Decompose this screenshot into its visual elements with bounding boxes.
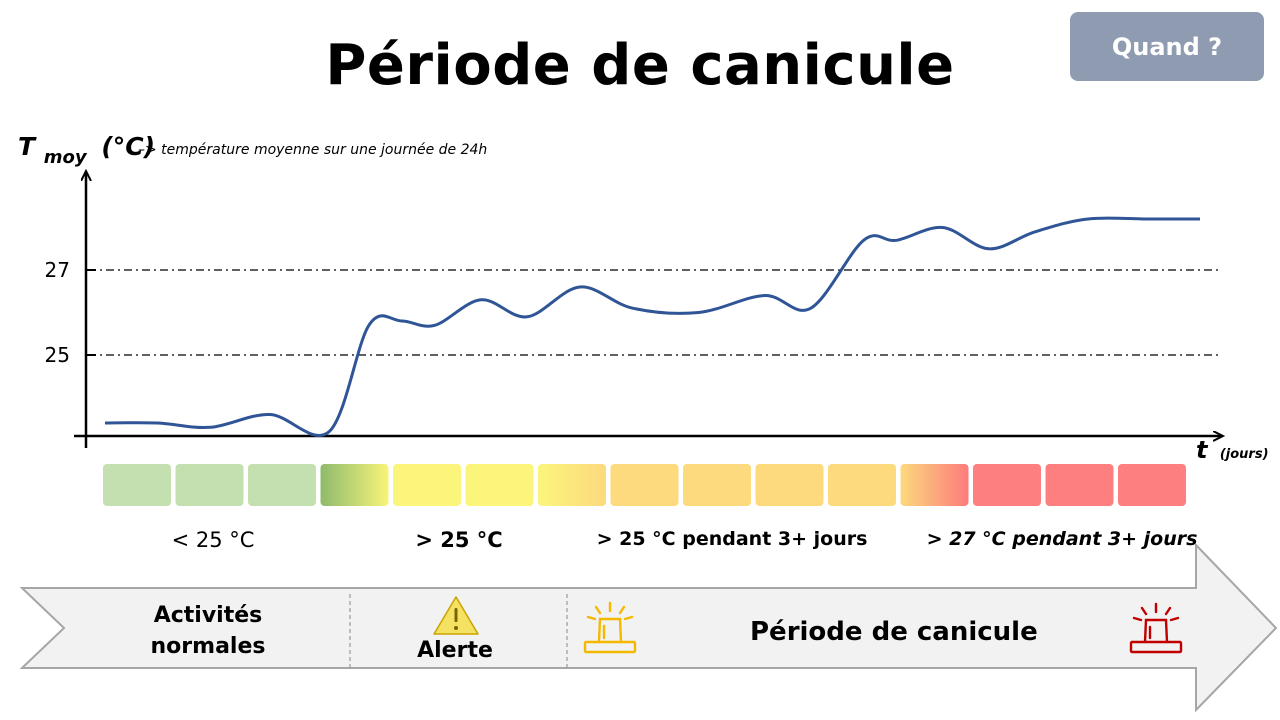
strip-day-cell [973, 464, 1041, 506]
strip-day-cell [538, 464, 606, 506]
strip-day-cell [103, 464, 171, 506]
label-below-25: < 25 °C [172, 528, 255, 552]
y-axis-title-main: T [18, 132, 37, 161]
label-above-25: > 25 °C [415, 528, 502, 552]
strip-day-cell [611, 464, 679, 506]
label-above-27-3-days: > 27 °C pendant 3+ jours [927, 528, 1198, 550]
strip-day-cell [828, 464, 896, 506]
y-tick-label-25: 25 [45, 343, 70, 367]
strip-day-cell [393, 464, 461, 506]
banner-normal-activities: Activités normales [120, 600, 296, 662]
strip-day-cell [248, 464, 316, 506]
strip-day-cell [756, 464, 824, 506]
strip-day-cell [321, 464, 389, 506]
strip-day-cell [901, 464, 969, 506]
y-axis-title-sub: moy [44, 147, 88, 168]
x-axis-title-unit: (jours) [1220, 447, 1269, 462]
x-axis-title-main: t [1196, 436, 1209, 464]
banner-normal-line-2: normales [120, 631, 296, 662]
x-axis-title: t (jours) [1196, 436, 1269, 464]
y-tick-labels: 25 27 [45, 258, 96, 367]
temperature-series-line [105, 218, 1200, 435]
strip-day-cell [1118, 464, 1186, 506]
y-axis-title: T moy (°C) [18, 132, 155, 169]
color-strip [103, 464, 1186, 506]
banner-alert: Alerte [405, 638, 505, 663]
banner-normal-line-1: Activités [120, 600, 296, 631]
y-axis-note: –> température moyenne sur une journée d… [138, 142, 487, 158]
strip-day-cell [683, 464, 751, 506]
strip-day-cell [466, 464, 534, 506]
y-tick-label-27: 27 [45, 258, 70, 282]
strip-day-cell [176, 464, 244, 506]
banner-heatwave-period: Période de canicule [750, 617, 1130, 647]
label-above-25-3-days: > 25 °C pendant 3+ jours [597, 528, 868, 550]
strip-day-cell [1046, 464, 1114, 506]
